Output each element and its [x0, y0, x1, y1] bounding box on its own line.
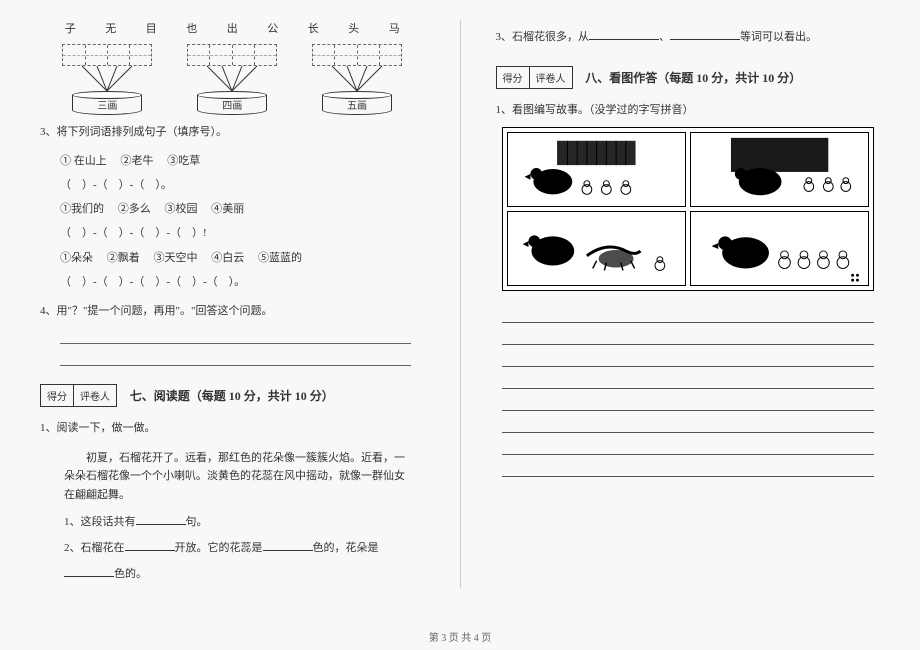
- text: 句。: [186, 516, 208, 528]
- grid-box[interactable]: [187, 44, 277, 66]
- char: 马: [385, 20, 403, 36]
- score-box: 得分 评卷人: [40, 384, 117, 407]
- story-panel-4: [690, 211, 869, 286]
- bucket-cylinder: 三画: [72, 91, 142, 115]
- bucket-unit: 三画: [52, 44, 162, 115]
- bucket-unit: 五画: [302, 44, 412, 115]
- fill-blank[interactable]: [136, 513, 186, 525]
- score-row: 得分 评卷人 七、阅读题（每题 10 分，共计 10 分）: [40, 372, 425, 411]
- q3-answer2[interactable]: （ ）-（ ）-（ ）-（ ）!: [40, 221, 425, 245]
- opt: ②多么: [118, 197, 151, 221]
- fill-blank[interactable]: [263, 539, 313, 551]
- q3-set2: ①我们的 ②多么 ③校园 ④美丽: [40, 197, 425, 221]
- score-label: 得分: [41, 385, 74, 406]
- write-line[interactable]: [502, 411, 875, 433]
- char: 也: [183, 20, 201, 36]
- write-line[interactable]: [502, 323, 875, 345]
- opt: ②老牛: [121, 149, 154, 173]
- q4-title: 4、用"？"提一个问题，再用"。"回答这个问题。: [40, 302, 425, 322]
- bucket-unit: 四画: [177, 44, 287, 115]
- grader-label: 评卷人: [74, 385, 116, 406]
- text: 3、石榴花很多，从: [496, 31, 590, 43]
- fill-blank[interactable]: [670, 28, 740, 40]
- opt: ④白云: [211, 246, 244, 270]
- q3-set3: ①朵朵 ②飘着 ③天空中 ④白云 ⑤蓝蓝的: [40, 246, 425, 270]
- story-panel-3: [507, 211, 686, 286]
- score-row: 得分 评卷人 八、看图作答（每题 10 分，共计 10 分）: [496, 54, 881, 93]
- char: 头: [345, 20, 363, 36]
- char: 长: [304, 20, 322, 36]
- answer-line[interactable]: [60, 328, 411, 344]
- write-line[interactable]: [502, 345, 875, 367]
- q3-answer1[interactable]: （ ）-（ ）-（ ）。: [40, 173, 425, 197]
- right-q1: 1、看图编写故事。（没学过的字写拼音）: [496, 101, 881, 121]
- funnel-lines: [322, 66, 392, 91]
- opt: ① 在山上: [60, 149, 107, 173]
- text: 、: [659, 31, 670, 43]
- text: 开放。它的花蕊是: [175, 542, 263, 554]
- reading-passage: 初夏，石榴花开了。远看，那红色的花朵像一簇簇火焰。近看，一朵朵石榴花像一个个小喇…: [40, 445, 425, 509]
- q3-title: 3、将下列词语排列成句子（填序号）。: [40, 123, 425, 143]
- reading-subq1: 1、这段话共有 句。: [40, 509, 425, 535]
- column-divider: [460, 20, 461, 588]
- funnel-lines: [72, 66, 142, 91]
- funnel-lines: [197, 66, 267, 91]
- fill-blank[interactable]: [64, 565, 114, 577]
- text: 1、这段话共有: [64, 516, 136, 528]
- left-column: 子 无 目 也 出 公 长 头 马 三画: [40, 20, 425, 588]
- reading-subq2: 2、石榴花在 开放。它的花蕊是 色的，花朵是色的。: [40, 535, 425, 588]
- write-line[interactable]: [502, 367, 875, 389]
- char: 公: [264, 20, 282, 36]
- text: 色的，花朵是: [313, 542, 379, 554]
- page-container: 子 无 目 也 出 公 长 头 马 三画: [0, 0, 920, 598]
- opt: ①我们的: [60, 197, 104, 221]
- bucket-cylinder: 四画: [197, 91, 267, 115]
- text: 色的。: [114, 568, 147, 580]
- fill-blank[interactable]: [589, 28, 659, 40]
- text: 2、石榴花在: [64, 542, 125, 554]
- opt: ③天空中: [154, 246, 198, 270]
- text: 等词可以看出。: [740, 31, 817, 43]
- q3-answer3[interactable]: （ ）-（ ）-（ ）-（ ）-（ ）。: [40, 270, 425, 294]
- write-line[interactable]: [502, 433, 875, 455]
- score-box: 得分 评卷人: [496, 66, 573, 89]
- opt: ⑤蓝蓝的: [258, 246, 302, 270]
- write-line[interactable]: [502, 301, 875, 323]
- write-line[interactable]: [502, 455, 875, 477]
- fill-blank[interactable]: [125, 539, 175, 551]
- bucket-cylinder: 五画: [322, 91, 392, 115]
- right-q3: 3、石榴花很多，从 、 等词可以看出。: [496, 28, 881, 48]
- section-8-title: 八、看图作答（每题 10 分，共计 10 分）: [585, 71, 801, 85]
- write-line[interactable]: [502, 389, 875, 411]
- opt: ④美丽: [211, 197, 244, 221]
- grid-box[interactable]: [312, 44, 402, 66]
- picture-grid: [502, 127, 875, 291]
- answer-line[interactable]: [60, 350, 411, 366]
- character-list: 子 无 目 也 出 公 长 头 马: [40, 20, 425, 44]
- opt: ③校园: [165, 197, 198, 221]
- page-footer: 第 3 页 共 4 页: [0, 629, 920, 644]
- char: 出: [223, 20, 241, 36]
- bucket-row: 三画 四画: [40, 44, 425, 115]
- opt: ①朵朵: [60, 246, 93, 270]
- story-panel-1: [507, 132, 686, 207]
- reading-q1: 1、阅读一下，做一做。: [40, 419, 425, 439]
- story-panel-2: [690, 132, 869, 207]
- grid-box[interactable]: [62, 44, 152, 66]
- char: 目: [142, 20, 160, 36]
- q3-set1: ① 在山上 ②老牛 ③吃草: [40, 149, 425, 173]
- opt: ③吃草: [167, 149, 200, 173]
- char: 无: [102, 20, 120, 36]
- section-7-title: 七、阅读题（每题 10 分，共计 10 分）: [130, 389, 334, 403]
- grader-label: 评卷人: [530, 67, 572, 88]
- char: 子: [61, 20, 79, 36]
- score-label: 得分: [497, 67, 530, 88]
- right-column: 3、石榴花很多，从 、 等词可以看出。 得分 评卷人 八、看图作答（每题 10 分，…: [496, 20, 881, 588]
- opt: ②飘着: [107, 246, 140, 270]
